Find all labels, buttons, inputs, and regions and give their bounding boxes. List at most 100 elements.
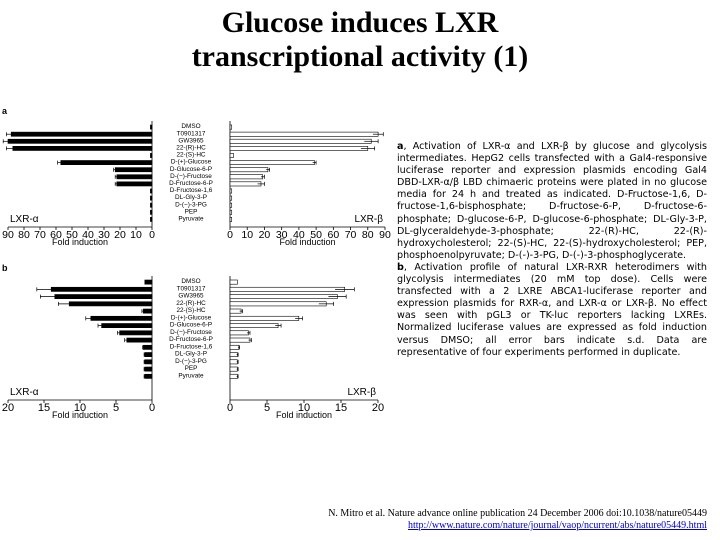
bar-a-beta-7 bbox=[229, 174, 264, 180]
x-tick-label-b-alpha-4: 0 bbox=[149, 402, 155, 414]
bar-a-alpha-0 bbox=[150, 124, 153, 130]
bar-a-beta-9 bbox=[229, 188, 233, 194]
x-tick-label-a-beta-6: 60 bbox=[327, 229, 339, 241]
bar-b-alpha-11 bbox=[144, 359, 153, 365]
category-label-a-13: Pyruvate bbox=[178, 216, 204, 223]
category-label-a-1: T0901317 bbox=[177, 130, 206, 137]
category-label-a-0: DMSO bbox=[181, 123, 200, 130]
bar-b-beta-1 bbox=[229, 286, 345, 292]
bar-b-beta-12 bbox=[229, 366, 238, 372]
x-tick-label-a-alpha-0: 90 bbox=[2, 229, 14, 241]
x-tick-label-a-alpha-2: 70 bbox=[34, 229, 46, 241]
bar-b-alpha-13 bbox=[144, 373, 153, 379]
bar-a-beta-5 bbox=[229, 160, 315, 165]
x-tick-label-a-alpha-9: 0 bbox=[149, 229, 155, 241]
x-tick-label-a-beta-7: 70 bbox=[345, 229, 357, 241]
x-tick-label-a-beta-8: 80 bbox=[362, 229, 374, 241]
bar-a-beta-6 bbox=[229, 167, 269, 173]
bar-b-alpha-2 bbox=[54, 294, 153, 299]
category-label-b-8: D-Fructose-6-P bbox=[169, 336, 213, 343]
caption-b-label: b bbox=[397, 261, 404, 273]
caption-a-label: a bbox=[397, 141, 404, 152]
x-tick-label-a-alpha-6: 30 bbox=[98, 229, 110, 241]
category-label-a-3: 22-(R)-HC bbox=[176, 145, 206, 152]
x-tick-label-b-beta-2: 10 bbox=[298, 402, 310, 414]
x-tick-label-b-alpha-0: 20 bbox=[2, 402, 14, 414]
bar-a-alpha-10 bbox=[150, 195, 153, 201]
bar-a-beta-10 bbox=[229, 195, 233, 201]
bar-b-beta-10 bbox=[229, 352, 238, 357]
x-tick-label-b-beta-3: 15 bbox=[335, 402, 347, 414]
bar-b-alpha-6 bbox=[101, 323, 153, 328]
bar-a-alpha-4 bbox=[150, 153, 153, 158]
bar-b-beta-4 bbox=[229, 308, 242, 314]
x-tick-label-a-alpha-1: 80 bbox=[18, 229, 30, 241]
panel-label-b: b bbox=[2, 263, 8, 273]
x-tick-label-b-beta-0: 0 bbox=[227, 402, 233, 414]
bar-b-beta-9 bbox=[229, 344, 240, 350]
bar-a-beta-2 bbox=[229, 138, 372, 144]
x-tick-label-a-alpha-4: 50 bbox=[66, 229, 78, 241]
bar-a-alpha-9 bbox=[150, 188, 153, 194]
bar-a-alpha-5 bbox=[60, 160, 153, 165]
category-label-b-6: D-Glucose-6-P bbox=[170, 322, 212, 329]
category-label-a-7: D-(−)-Fructose bbox=[170, 173, 212, 180]
category-label-b-9: D-Fructose-1,6 bbox=[170, 343, 213, 350]
x-tick-label-b-alpha-1: 15 bbox=[38, 402, 50, 414]
category-label-a-4: 22-(S)-HC bbox=[176, 152, 205, 159]
category-label-b-0: DMSO bbox=[181, 278, 200, 285]
citation-text: N. Mitro et al. Nature advance online pu… bbox=[328, 508, 707, 519]
caption-a-text: , Activation of LXR-α and LXR-β by gluco… bbox=[397, 141, 707, 261]
bar-b-beta-5 bbox=[229, 315, 300, 321]
bar-a-alpha-7 bbox=[116, 174, 153, 180]
bar-b-alpha-7 bbox=[119, 330, 153, 336]
x-tick-label-b-alpha-2: 10 bbox=[74, 402, 86, 414]
bar-a-beta-4 bbox=[229, 153, 234, 158]
bar-b-alpha-3 bbox=[68, 301, 153, 307]
category-label-b-4: 22-(S)-HC bbox=[176, 307, 205, 314]
category-label-a-10: DL-Gly-3-P bbox=[175, 194, 207, 201]
category-label-b-1: T0901317 bbox=[177, 285, 206, 292]
category-label-a-8: D-Fructose-6-P bbox=[169, 180, 213, 187]
bar-b-beta-2 bbox=[229, 294, 338, 299]
category-label-b-7: D-(−)-Fructose bbox=[170, 329, 212, 336]
bar-b-beta-11 bbox=[229, 359, 238, 365]
bar-b-beta-6 bbox=[229, 323, 279, 328]
series-label-b-beta: LXR-β bbox=[347, 387, 376, 398]
bar-b-alpha-5 bbox=[90, 315, 153, 321]
bar-a-alpha-3 bbox=[12, 145, 153, 151]
bar-a-alpha-2 bbox=[7, 138, 153, 144]
bar-b-alpha-9 bbox=[143, 344, 153, 350]
bar-b-beta-7 bbox=[229, 330, 249, 336]
bar-a-beta-12 bbox=[229, 209, 233, 215]
x-axis-label-b-alpha: Fold induction bbox=[52, 410, 108, 420]
x-tick-label-a-beta-9: 90 bbox=[379, 229, 391, 241]
category-label-b-2: GW3965 bbox=[178, 293, 204, 300]
figure-caption: a, Activation of LXR-α and LXR-β by gluc… bbox=[397, 141, 707, 359]
category-label-a-6: D-Glucose-6-P bbox=[170, 166, 212, 173]
x-tick-label-a-beta-4: 40 bbox=[293, 229, 305, 241]
bar-a-beta-11 bbox=[229, 202, 233, 208]
x-tick-label-b-beta-1: 5 bbox=[264, 402, 270, 414]
category-label-b-3: 22-(R)-HC bbox=[176, 300, 206, 307]
x-tick-label-a-beta-1: 10 bbox=[241, 229, 253, 241]
bar-b-alpha-8 bbox=[126, 337, 153, 343]
x-tick-label-b-beta-4: 20 bbox=[372, 402, 384, 414]
slide-title-line1: Glucose induces LXR bbox=[221, 6, 499, 39]
citation-link[interactable]: http://www.nature.com/nature/journal/vao… bbox=[408, 520, 707, 531]
bar-b-beta-8 bbox=[229, 337, 251, 343]
x-tick-label-a-beta-0: 0 bbox=[227, 229, 233, 241]
bar-a-alpha-11 bbox=[150, 202, 153, 208]
bar-b-alpha-0 bbox=[144, 279, 153, 285]
bar-a-beta-3 bbox=[229, 145, 369, 151]
x-tick-label-a-alpha-7: 20 bbox=[114, 229, 126, 241]
category-label-a-9: D-Fructose-1,6 bbox=[170, 187, 213, 194]
category-label-a-5: D-(+)-Glucose bbox=[171, 159, 212, 166]
caption-b-text: , Activation profile of natural LXR-RXR … bbox=[397, 261, 707, 358]
category-label-b-5: D-(+)-Glucose bbox=[171, 314, 212, 321]
x-tick-label-a-beta-3: 30 bbox=[276, 229, 288, 241]
x-axis-label-b-beta: Fold induction bbox=[276, 410, 332, 420]
series-label-b-alpha: LXR-α bbox=[10, 387, 39, 398]
category-label-a-2: GW3965 bbox=[178, 137, 204, 144]
bar-a-beta-1 bbox=[229, 131, 379, 137]
